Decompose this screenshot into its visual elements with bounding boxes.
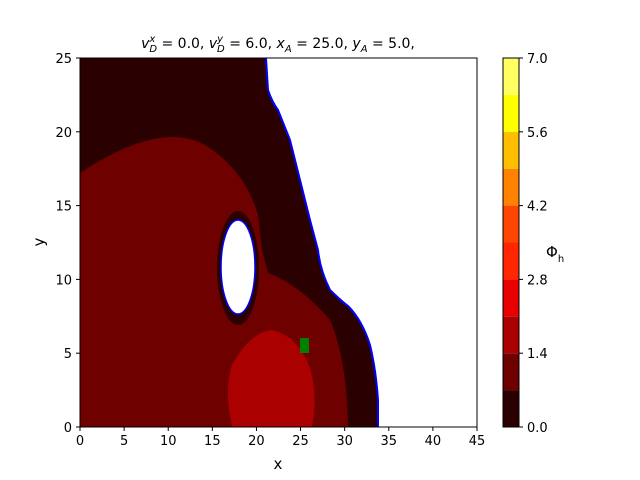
y-tick-label: 25 <box>55 52 72 67</box>
x-tick-label: 5 <box>120 434 128 449</box>
colorbar-band <box>503 58 519 95</box>
x-tick-label: 0 <box>76 434 84 449</box>
title-rest: = 5.0, <box>368 36 415 52</box>
title-sup: y <box>216 34 224 45</box>
colorbar-tick-label: 0.0 <box>527 421 548 436</box>
axes-frame <box>79 57 478 428</box>
colorbar-band <box>503 168 519 206</box>
y-tick-label: 15 <box>55 200 72 215</box>
title-sub: A <box>284 44 292 55</box>
colorbar-tick-label: 2.8 <box>527 273 548 288</box>
colorbar-tick-label: 5.6 <box>527 126 548 141</box>
x-tick-label: 30 <box>336 434 353 449</box>
colorbar-band <box>503 94 519 132</box>
title-base: y <box>351 36 361 52</box>
chart-title: vx D = 0.0, vy D = 6.0, xA = 25.0, yA = 5.… <box>141 34 415 55</box>
plot-area <box>79 57 478 428</box>
x-tick-label: 20 <box>248 434 265 449</box>
colorbar-band <box>503 316 519 354</box>
y-tick-label: 0 <box>64 421 72 436</box>
colorbar-band <box>503 279 519 317</box>
y-axis-label: y <box>30 237 48 246</box>
colorbar: 0.0 1.4 2.8 4.2 5.6 7.0 <box>502 52 548 436</box>
x-tick-label: 45 <box>469 434 486 449</box>
colorbar-band <box>503 390 519 427</box>
x-tick-label: 35 <box>381 434 398 449</box>
colorbar-tick-label: 1.4 <box>527 347 548 362</box>
title-sub: A <box>360 44 368 55</box>
x-tick-label: 15 <box>204 434 221 449</box>
title-sub: D <box>217 44 225 55</box>
colorbar-frame <box>502 57 520 428</box>
colorbar-band <box>503 131 519 169</box>
colorbar-label-base: Φ <box>546 243 558 261</box>
hole <box>220 219 256 315</box>
title-base: v <box>209 36 218 52</box>
colorbar-tick-label: 7.0 <box>527 52 548 67</box>
colorbar-band <box>503 353 519 391</box>
y-tick-label: 10 <box>55 273 72 288</box>
title-base: v <box>141 36 150 52</box>
x-axis-label: x <box>274 455 283 473</box>
colorbar-tick-label: 4.2 <box>527 200 548 215</box>
y-tick-label: 20 <box>55 126 72 141</box>
title-rest: = 25.0, <box>292 36 353 52</box>
ticks: 0 5 10 15 20 25 30 35 40 45 0 5 10 15 20 25 <box>55 52 485 449</box>
target-marker <box>300 338 309 353</box>
contour-region <box>228 330 315 427</box>
x-tick-label: 40 <box>425 434 442 449</box>
colorbar-band <box>503 205 519 243</box>
colorbar-label-sub: h <box>558 254 564 265</box>
x-tick-label: 10 <box>160 434 177 449</box>
x-tick-label: 25 <box>292 434 309 449</box>
colorbar-band <box>503 242 519 280</box>
colorbar-label: Φh <box>546 243 564 265</box>
title-sup: x <box>148 34 155 45</box>
title-rest: = 0.0, <box>157 36 209 52</box>
title-base: x <box>276 36 286 52</box>
y-tick-label: 5 <box>64 347 72 362</box>
title-rest: = 6.0, <box>225 36 277 52</box>
title-sub: D <box>149 44 157 55</box>
boundary-line <box>265 57 379 427</box>
